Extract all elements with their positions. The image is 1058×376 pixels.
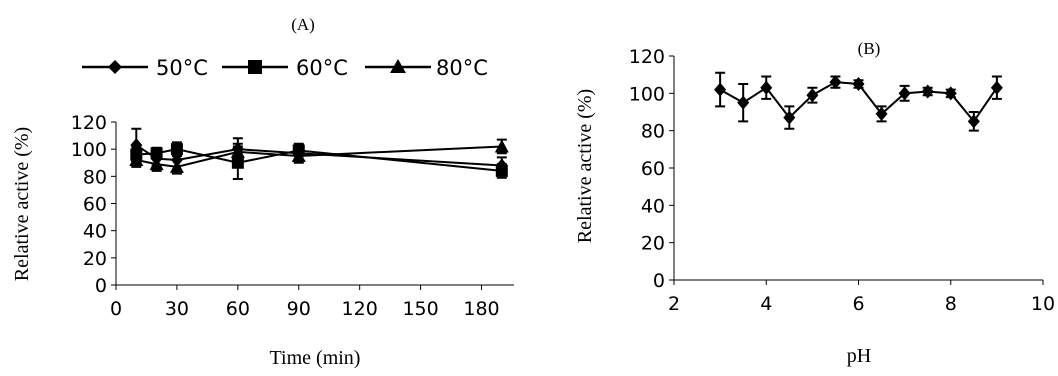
data-point bbox=[150, 147, 163, 160]
data-point bbox=[230, 144, 245, 158]
chart-a-x-axis-label: Time (min) bbox=[270, 347, 361, 369]
chart-b-plot-area bbox=[714, 71, 1003, 132]
x-tick-label: 4 bbox=[760, 293, 772, 315]
chart-a-panel-label: (A) bbox=[291, 15, 315, 34]
data-point bbox=[967, 114, 980, 129]
data-point bbox=[129, 153, 144, 167]
y-tick-label: 80 bbox=[641, 121, 665, 143]
chart-a-plot-area bbox=[129, 127, 509, 181]
x-tick-label: 10 bbox=[1031, 293, 1055, 315]
series-80C bbox=[129, 138, 509, 175]
y-tick-label: 60 bbox=[641, 158, 665, 180]
y-tick-label: 20 bbox=[641, 233, 665, 255]
x-tick-label: 150 bbox=[402, 298, 438, 320]
chart-a-y-ticks: 0 20 40 60 80 100 120 bbox=[71, 112, 116, 297]
data-point bbox=[714, 82, 727, 97]
x-tick-label: 180 bbox=[463, 298, 499, 320]
y-tick-label: 120 bbox=[71, 112, 107, 134]
y-tick-label: 40 bbox=[83, 221, 107, 243]
data-point bbox=[291, 148, 306, 162]
chart-a-legend: 50°C 60°C 80°C bbox=[82, 56, 488, 80]
y-tick-label: 60 bbox=[83, 194, 107, 216]
x-tick-label: 90 bbox=[287, 298, 311, 320]
x-tick-label: 120 bbox=[342, 298, 378, 320]
triangle-marker-icon bbox=[390, 59, 406, 73]
x-tick-label: 8 bbox=[945, 293, 957, 315]
x-tick-label: 30 bbox=[165, 298, 189, 320]
data-point bbox=[760, 80, 773, 95]
data-point bbox=[829, 75, 842, 90]
y-tick-label: 20 bbox=[83, 248, 107, 270]
y-tick-label: 100 bbox=[629, 83, 665, 105]
chart-a-y-axis-label: Relative active (%) bbox=[11, 127, 33, 281]
data-point bbox=[783, 110, 796, 125]
y-tick-label: 100 bbox=[71, 139, 107, 161]
data-point bbox=[990, 80, 1003, 95]
y-tick-label: 80 bbox=[83, 166, 107, 188]
square-marker-icon bbox=[248, 60, 262, 74]
data-point bbox=[494, 139, 509, 153]
data-point bbox=[806, 88, 819, 103]
legend-label-50c: 50°C bbox=[156, 56, 208, 80]
series-line bbox=[136, 148, 502, 172]
data-point bbox=[921, 84, 934, 99]
legend-label-60c: 60°C bbox=[296, 56, 348, 80]
chart-b-x-axis-label: pH bbox=[847, 345, 871, 367]
chart-a-x-ticks: 0 30 60 90 120 150 180 bbox=[110, 285, 500, 320]
data-point bbox=[149, 157, 164, 171]
data-point bbox=[737, 95, 750, 110]
x-tick-label: 0 bbox=[110, 298, 122, 320]
legend-label-80c: 80°C bbox=[436, 56, 488, 80]
y-tick-label: 120 bbox=[629, 46, 665, 68]
x-tick-label: 2 bbox=[668, 293, 680, 315]
data-point bbox=[944, 86, 957, 101]
x-tick-label: 60 bbox=[226, 298, 250, 320]
chart-b: (B) Relative active (%) pH 0 20 40 60 80 100 1… bbox=[574, 39, 1055, 367]
data-point bbox=[875, 106, 888, 121]
y-tick-label: 40 bbox=[641, 195, 665, 217]
chart-b-x-ticks: 2 4 6 8 10 bbox=[668, 280, 1055, 315]
data-point bbox=[852, 77, 865, 91]
y-tick-label: 0 bbox=[653, 270, 665, 292]
chart-b-y-ticks: 0 20 40 60 80 100 120 bbox=[629, 46, 674, 292]
data-point bbox=[169, 159, 184, 173]
y-tick-label: 0 bbox=[95, 275, 107, 297]
series-0 bbox=[714, 71, 1003, 132]
chart-b-panel-label: (B) bbox=[858, 39, 881, 58]
chart-a: (A) 50°C 60°C 80°C Relative active (%) T… bbox=[11, 15, 514, 369]
data-point bbox=[170, 143, 183, 156]
chart-b-y-axis-label: Relative active (%) bbox=[574, 89, 596, 243]
x-tick-label: 6 bbox=[852, 293, 864, 315]
diamond-marker-icon bbox=[108, 60, 122, 74]
data-point bbox=[495, 164, 508, 177]
data-point bbox=[898, 86, 911, 101]
